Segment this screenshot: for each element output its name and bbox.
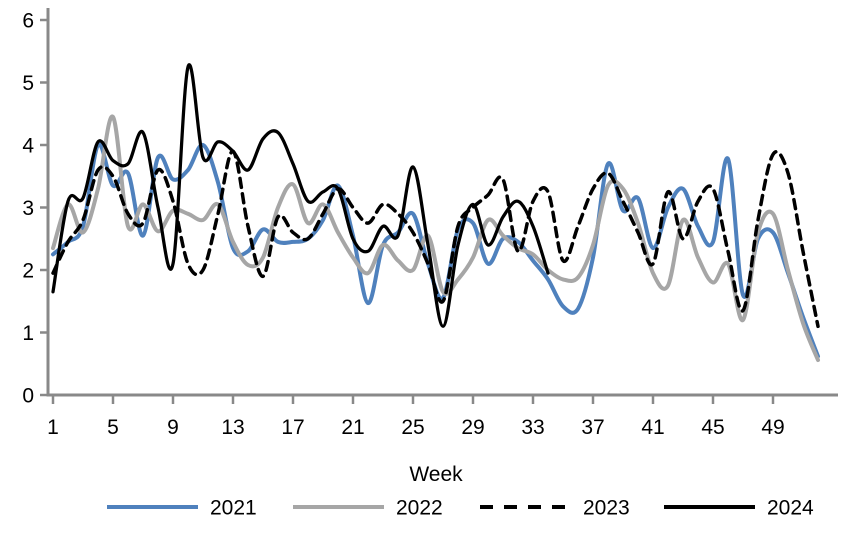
x-tick-label: 9 — [167, 416, 179, 439]
x-axis-title: Week — [409, 463, 463, 486]
legend-item-2023: 2023 — [480, 497, 630, 520]
legend-label: 2022 — [396, 497, 443, 520]
series-line-2021 — [51, 142, 820, 359]
x-tick-label: 25 — [401, 416, 424, 439]
legend: 2021 2022 2023 2024 — [107, 497, 814, 520]
y-tick-label: 3 — [22, 197, 34, 220]
y-tick-label: 5 — [22, 72, 34, 95]
x-tick-label: 49 — [761, 416, 784, 439]
x-tick-label: 1 — [47, 416, 59, 439]
x-tick-label: 17 — [281, 416, 304, 439]
x-tick-label: 41 — [641, 416, 664, 439]
x-tick-label: 37 — [581, 416, 604, 439]
y-tick-label: 2 — [22, 260, 34, 283]
x-tick-label: 45 — [701, 416, 724, 439]
x-tick-label: 21 — [341, 416, 364, 439]
x-tick-label: 5 — [107, 416, 119, 439]
legend-item-2021: 2021 — [107, 497, 257, 520]
legend-label: 2023 — [583, 497, 630, 520]
axes — [46, 8, 838, 397]
x-tick-label: 29 — [461, 416, 484, 439]
legend-item-2024: 2024 — [664, 497, 814, 520]
legend-label: 2021 — [210, 497, 257, 520]
series-line-2024 — [51, 63, 550, 328]
series-line-2023 — [51, 149, 820, 329]
y-tick-label: 0 — [22, 385, 34, 408]
x-tick-label: 33 — [521, 416, 544, 439]
legend-label: 2024 — [767, 497, 814, 520]
plot-series — [51, 63, 820, 362]
legend-item-2022: 2022 — [293, 497, 443, 520]
x-tick-label: 13 — [221, 416, 244, 439]
y-tick-label: 6 — [22, 10, 34, 33]
y-tick-label: 1 — [22, 322, 34, 345]
y-tick-label: 4 — [22, 135, 34, 158]
